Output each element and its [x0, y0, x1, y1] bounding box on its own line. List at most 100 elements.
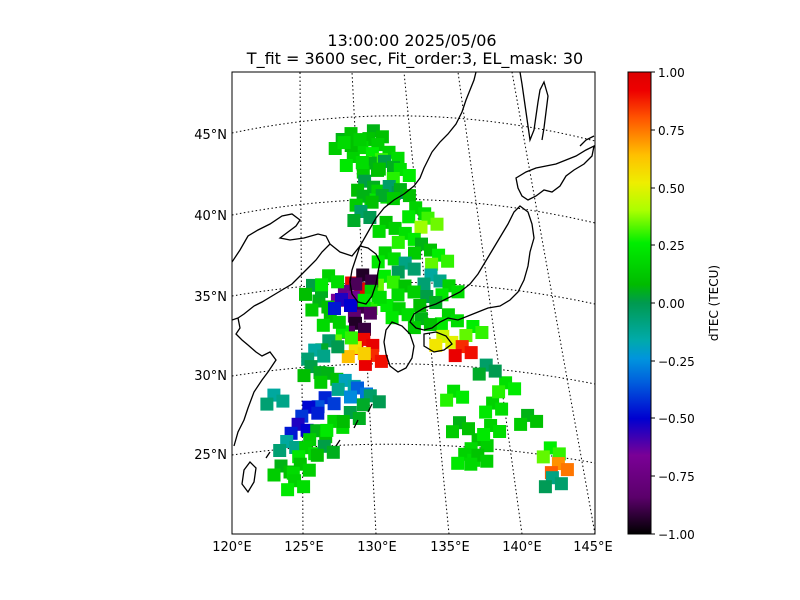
- tec-point: [355, 156, 369, 169]
- tec-point: [267, 468, 281, 482]
- tec-point: [344, 331, 358, 345]
- tec-point: [260, 397, 274, 411]
- tec-point: [446, 425, 459, 439]
- tec-point: [344, 299, 357, 312]
- tec-point: [441, 254, 455, 268]
- tec-point: [388, 221, 402, 235]
- tec-point: [407, 321, 421, 335]
- lon-labels: 120°E 125°E 130°E 135°E 140°E 145°E: [212, 540, 613, 555]
- tec-point: [315, 278, 329, 292]
- tec-point: [402, 189, 416, 203]
- tec-point: [314, 375, 328, 389]
- tec-point: [407, 262, 421, 276]
- tec-point: [363, 211, 377, 224]
- tec-point: [493, 425, 507, 438]
- tec-point: [310, 448, 324, 462]
- tec-point: [477, 428, 491, 441]
- coast-sakhalin: [519, 72, 549, 143]
- coast-taiwan: [241, 461, 257, 494]
- tec-point: [451, 285, 465, 299]
- colorbar-tick-neg0.50: −0.50: [658, 412, 695, 426]
- tec-point: [508, 382, 522, 396]
- figure-subtitle: T_fit = 3600 sec, Fit_order:3, EL_mask: …: [246, 49, 583, 69]
- lat-label-40: 40°N: [194, 209, 227, 224]
- coast-hokkaido: [515, 144, 595, 201]
- lon-label-120: 120°E: [212, 540, 252, 555]
- colorbar-tick-neg1.00: −1.00: [658, 528, 695, 542]
- tec-point: [311, 406, 325, 420]
- tec-point: [331, 275, 345, 289]
- tec-point: [339, 159, 353, 172]
- tec-point: [495, 402, 509, 416]
- tec-point: [281, 483, 295, 497]
- tec-point: [327, 397, 341, 411]
- tec-point: [554, 477, 568, 491]
- lat-labels: 45°N 40°N 35°N 30°N 25°N: [194, 128, 227, 463]
- lon-label-130: 130°E: [357, 540, 397, 555]
- tec-point: [488, 364, 502, 378]
- coast-kurils: [579, 135, 595, 147]
- tec-point: [472, 367, 486, 381]
- tec-point: [462, 422, 475, 436]
- lat-label-35: 35°N: [194, 290, 227, 305]
- coastlines: [232, 72, 595, 494]
- tec-point: [331, 340, 345, 354]
- tec-point: [374, 354, 388, 368]
- lat-label-30: 30°N: [194, 369, 227, 384]
- tec-point: [423, 318, 437, 332]
- tec-point: [305, 303, 319, 317]
- tec-point: [297, 369, 311, 383]
- tec-point: [407, 285, 421, 299]
- tec-point: [456, 390, 470, 404]
- tec-point: [560, 463, 574, 477]
- tec-point: [451, 456, 465, 470]
- tec-point: [414, 220, 428, 234]
- tec-point: [372, 162, 386, 176]
- tec-point: [317, 349, 331, 363]
- coast-honshu: [409, 205, 535, 331]
- figure-title: 13:00:00 2025/05/06: [327, 31, 496, 50]
- lon-label-140: 140°E: [502, 540, 542, 555]
- meridian-130e: [351, 72, 377, 534]
- tec-point: [492, 385, 506, 399]
- tec-point: [385, 311, 399, 325]
- tec-point: [326, 445, 340, 459]
- colorbar-tick-0.00: 0.00: [658, 297, 685, 311]
- tec-point: [302, 463, 316, 477]
- tec-point: [464, 457, 478, 471]
- tec-point: [391, 235, 405, 249]
- tec-point: [347, 214, 361, 227]
- tec-point: [358, 322, 371, 336]
- tec-point: [365, 195, 379, 209]
- map-panel: [231, 71, 596, 535]
- tec-point: [332, 315, 346, 329]
- tec-point: [337, 136, 351, 150]
- parallel-45n: [232, 115, 595, 142]
- tec-point: [425, 257, 439, 271]
- tec-point: [480, 454, 494, 468]
- tec-point: [363, 306, 377, 320]
- colorbar-tick-0.25: 0.25: [658, 239, 685, 253]
- tec-point: [349, 277, 363, 291]
- tec-point: [336, 415, 350, 428]
- tec-point: [430, 217, 444, 231]
- colorbar-gradient: [627, 71, 652, 535]
- tec-point: [391, 288, 405, 302]
- tec-point: [401, 308, 415, 322]
- tec-point: [373, 290, 387, 304]
- tec-point: [530, 414, 544, 428]
- tec-point: [464, 346, 478, 360]
- colorbar-tick-0.75: 0.75: [658, 124, 685, 138]
- tec-point: [320, 423, 334, 437]
- colorbar-label: dTEC (TECU): [707, 265, 721, 341]
- tec-point: [273, 444, 287, 457]
- tec-point: [357, 347, 371, 361]
- tec-point: [316, 318, 330, 332]
- tec-point: [450, 314, 464, 328]
- coast-china-korea: [232, 72, 477, 447]
- tec-point: [429, 338, 443, 352]
- colorbar-tick-0.50: 0.50: [658, 182, 685, 196]
- tec-point: [331, 382, 345, 396]
- tec-point: [386, 192, 400, 206]
